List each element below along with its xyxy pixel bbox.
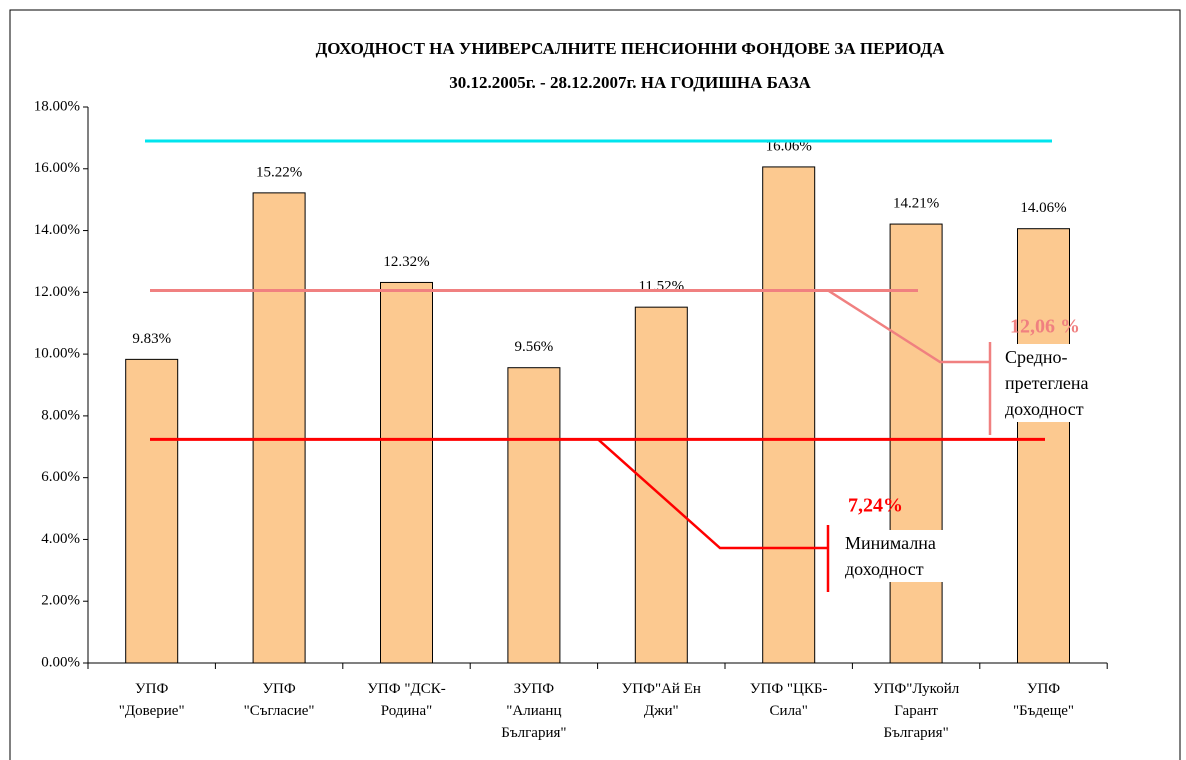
chart-subtitle: 30.12.2005г. - 28.12.2007г. НА ГОДИШНА Б… (449, 73, 811, 92)
y-tick-label: 16.00% (34, 160, 80, 176)
bar (889, 223, 943, 664)
chart-border (9, 9, 1181, 760)
value-label: 9.83% (132, 331, 171, 347)
reference-text: Минимална доходност (845, 530, 970, 582)
callout-line (827, 289, 990, 364)
bar (125, 358, 179, 664)
value-label: 9.56% (515, 339, 554, 355)
x-tick-label: УПФ"Ай Ен Джи" (621, 681, 701, 719)
bar (762, 166, 816, 664)
y-tick-label: 2.00% (41, 593, 80, 609)
reference-value-label: 12,06 % (1010, 316, 1080, 338)
x-tick-label: УПФ "ДСК-Родина" (367, 681, 446, 719)
bar (507, 367, 561, 664)
x-tick-label: УПФ "Доверие" (118, 681, 185, 719)
value-label: 14.06% (1020, 200, 1066, 216)
y-tick-label: 4.00% (41, 531, 80, 547)
value-label: 12.32% (383, 254, 429, 270)
value-label: 11.52% (638, 279, 684, 295)
y-tick-label: 6.00% (41, 469, 80, 485)
y-tick-label: 12.00% (34, 284, 80, 300)
bar (634, 306, 688, 664)
reference-value-label: 7,24% (848, 495, 903, 517)
y-tick-label: 10.00% (34, 346, 80, 362)
x-tick-label: УПФ "Бъдеще" (1012, 681, 1075, 719)
y-tick-label: 14.00% (34, 222, 80, 238)
x-tick-label: УПФ "ЦКБ-Сила" (749, 681, 828, 719)
value-label: 14.21% (893, 196, 939, 212)
value-label: 15.22% (256, 164, 302, 180)
callout-line (597, 438, 828, 550)
bar (252, 192, 306, 664)
chart-title: ДОХОДНОСТ НА УНИВЕРСАЛНИТЕ ПЕНСИОННИ ФОН… (316, 39, 946, 58)
y-tick-label: 8.00% (41, 407, 80, 423)
y-tick-label: 18.00% (34, 98, 80, 114)
x-tick-label: УПФ"Лукойл Гарант България" (872, 681, 960, 741)
x-tick-label: УПФ "Съгласие" (243, 681, 315, 719)
bar (1017, 228, 1070, 664)
x-tick-label: ЗУПФ "Алианц България" (501, 681, 567, 741)
bar (380, 281, 433, 664)
y-tick-label: 0.00% (41, 654, 80, 670)
reference-text: Средно-претеглена доходност (1005, 344, 1115, 422)
